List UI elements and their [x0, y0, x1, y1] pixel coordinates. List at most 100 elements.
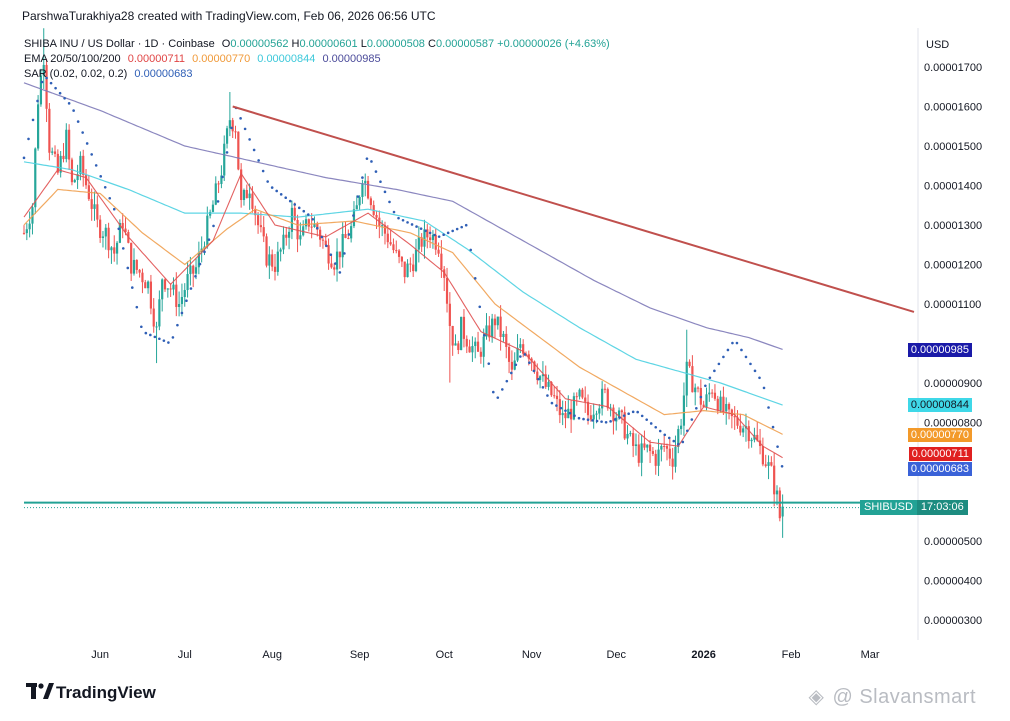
candle-body	[632, 433, 635, 446]
candle-body	[448, 303, 451, 327]
candle-body	[104, 227, 107, 237]
candle-body	[437, 249, 440, 254]
candle-body	[135, 259, 138, 270]
sar-dot	[708, 376, 712, 380]
candle-body	[623, 412, 626, 439]
sar-dot	[473, 277, 477, 280]
candle-body	[344, 234, 347, 238]
sar-dot	[749, 362, 752, 366]
candle-body	[547, 381, 550, 387]
sar-dot	[681, 440, 685, 444]
sar-dot	[528, 361, 531, 364]
candle-body	[307, 219, 310, 227]
candle-body	[457, 343, 460, 351]
candle-body	[640, 443, 643, 463]
sar-dot	[640, 414, 644, 418]
sar-dot	[627, 412, 630, 416]
candle-body	[42, 64, 45, 76]
candle-body	[110, 247, 113, 251]
sar-dot	[302, 209, 306, 213]
candle-body	[620, 410, 623, 413]
sar-dot	[221, 175, 224, 179]
ema-legend[interactable]: EMA 20/50/100/200 0.00000711 0.00000770 …	[24, 53, 385, 65]
candle-body	[538, 376, 542, 380]
candle-body	[242, 189, 246, 201]
candle-body	[84, 175, 88, 186]
candle-body	[45, 64, 48, 109]
y-tick-label: 0.00000500	[924, 536, 982, 548]
x-tick-label: Feb	[782, 649, 801, 661]
candle-body	[767, 462, 770, 466]
sar-dot	[600, 420, 603, 423]
candle-body	[386, 233, 389, 243]
ema50-line	[23, 188, 783, 435]
candle-body	[533, 361, 536, 372]
candle-body	[685, 361, 688, 396]
sar-dot	[121, 247, 125, 250]
candle-body	[144, 282, 147, 289]
sar-dot	[76, 120, 80, 123]
candle-body	[166, 288, 169, 290]
open-label: O	[221, 38, 231, 50]
candle-body	[739, 425, 742, 433]
candle-body	[355, 205, 358, 210]
sar-dot	[410, 223, 414, 226]
candle-body	[747, 426, 750, 442]
close-label: C	[428, 38, 436, 50]
candle-body	[240, 169, 243, 201]
sar-dot	[261, 169, 265, 173]
high-label: H	[291, 38, 300, 50]
candle-body	[189, 265, 192, 275]
sar-dot	[451, 229, 454, 233]
sar-dot	[108, 196, 112, 200]
candle-body	[254, 208, 257, 216]
ema100-price-label: 0.00000844	[907, 398, 972, 412]
y-tick-label: 0.00001300	[924, 220, 982, 232]
candle-body	[25, 229, 28, 234]
candle-body	[90, 199, 93, 209]
ema100-value: 0.00000844	[257, 53, 316, 65]
candle-body	[584, 397, 587, 402]
x-tick-label: Dec	[606, 649, 626, 661]
sar-dot	[636, 410, 639, 414]
candle-body	[82, 155, 85, 176]
symbol-ticker: SHIBUSD	[864, 501, 913, 513]
candle-body	[321, 239, 325, 241]
candle-body	[595, 413, 598, 415]
candle-body	[141, 272, 144, 283]
sar-dot	[90, 153, 93, 156]
candle-body	[361, 183, 364, 197]
candle-body	[567, 408, 570, 419]
sar-dot	[555, 404, 558, 407]
candle-body	[468, 346, 471, 353]
sar-dot	[135, 305, 139, 309]
sar-dot	[81, 131, 84, 134]
sar-dot	[54, 86, 57, 90]
symbol-title[interactable]: SHIBA INU / US Dollar · 1D · Coinbase	[24, 38, 215, 50]
sar-dot	[392, 210, 396, 214]
candle-body	[471, 346, 474, 353]
sar-dot	[654, 425, 658, 429]
candle-body	[178, 304, 181, 307]
candle-body	[460, 316, 463, 351]
sar-dot	[428, 231, 432, 235]
sar-dot	[198, 262, 202, 266]
sar-dot	[126, 266, 130, 270]
sar-dot	[658, 429, 662, 433]
candle-body	[409, 263, 412, 265]
sar-legend[interactable]: SAR (0.02, 0.02, 0.2) 0.00000683	[24, 68, 197, 80]
candle-body	[770, 462, 773, 466]
candle-body	[392, 244, 395, 251]
candle-body	[555, 395, 559, 400]
candle-body	[429, 237, 432, 241]
sar-dot	[419, 227, 423, 230]
candle-body	[214, 183, 217, 205]
sar-dot	[744, 355, 748, 359]
candle-body	[180, 297, 184, 305]
candle-body	[445, 277, 449, 304]
x-tick-label: Jul	[178, 649, 192, 661]
sar-dot	[288, 199, 292, 203]
candle-body	[507, 346, 511, 362]
sar-dot	[726, 348, 730, 352]
